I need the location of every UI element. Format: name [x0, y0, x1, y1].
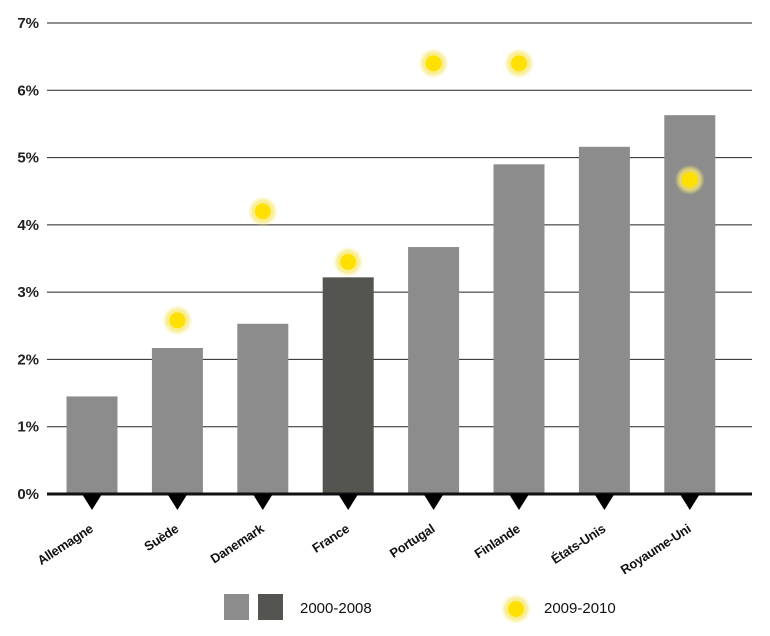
category-label: Suède [141, 521, 181, 554]
legend-marker-core [508, 601, 524, 617]
y-tick-label: 1% [17, 419, 39, 436]
y-tick-label: 0% [17, 486, 39, 503]
category-pointer [509, 494, 529, 510]
legend: 2000-2008 2009-2010 [224, 594, 616, 624]
y-tick-label: 3% [17, 284, 39, 301]
marker-point [511, 55, 527, 71]
y-tick-label: 6% [17, 82, 39, 99]
category-pointer [167, 494, 187, 510]
marker-point [169, 312, 185, 328]
bar [152, 348, 203, 494]
marker-point [340, 254, 356, 270]
category-label: Finlande [472, 521, 523, 561]
category-pointer [680, 494, 700, 510]
marker-point [255, 203, 271, 219]
category-label: Allemagne [35, 521, 96, 568]
category-labels: Allemagne Suède Danemark France Portugal Finl… [35, 520, 694, 577]
chart: 0% 1% 2% 3% 4% 5% 6% 7% Allemagne Suède Danemark F… [0, 0, 770, 636]
legend-swatch-bar [224, 594, 249, 620]
category-pointer [594, 494, 614, 510]
category-pointer [424, 494, 444, 510]
category-label: États-Unis [548, 521, 608, 567]
bar [579, 147, 630, 494]
marker-point [682, 172, 698, 188]
bars-layer [67, 115, 716, 494]
bar [494, 164, 545, 494]
category-pointer [253, 494, 273, 510]
legend-swatch-bar-highlight [258, 594, 283, 620]
y-tick-label: 5% [17, 150, 39, 167]
bar [237, 324, 288, 494]
axis-layer: 0% 1% 2% 3% 4% 5% 6% 7% [17, 15, 752, 510]
category-pointer [82, 494, 102, 510]
legend-label-markers: 2009-2010 [544, 600, 616, 617]
y-tick-label: 7% [17, 15, 39, 32]
category-label: Danemark [208, 520, 268, 566]
y-tick-label: 4% [17, 217, 39, 234]
bar [67, 396, 118, 494]
marker-point [426, 55, 442, 71]
y-tick-label: 2% [17, 351, 39, 368]
category-label: Portugal [387, 521, 437, 561]
category-label: France [309, 521, 351, 556]
category-label: Royaume-Uni [618, 521, 694, 577]
bar [323, 277, 374, 494]
legend-label-bars: 2000-2008 [300, 600, 372, 617]
bar [408, 247, 459, 494]
category-pointer [338, 494, 358, 510]
